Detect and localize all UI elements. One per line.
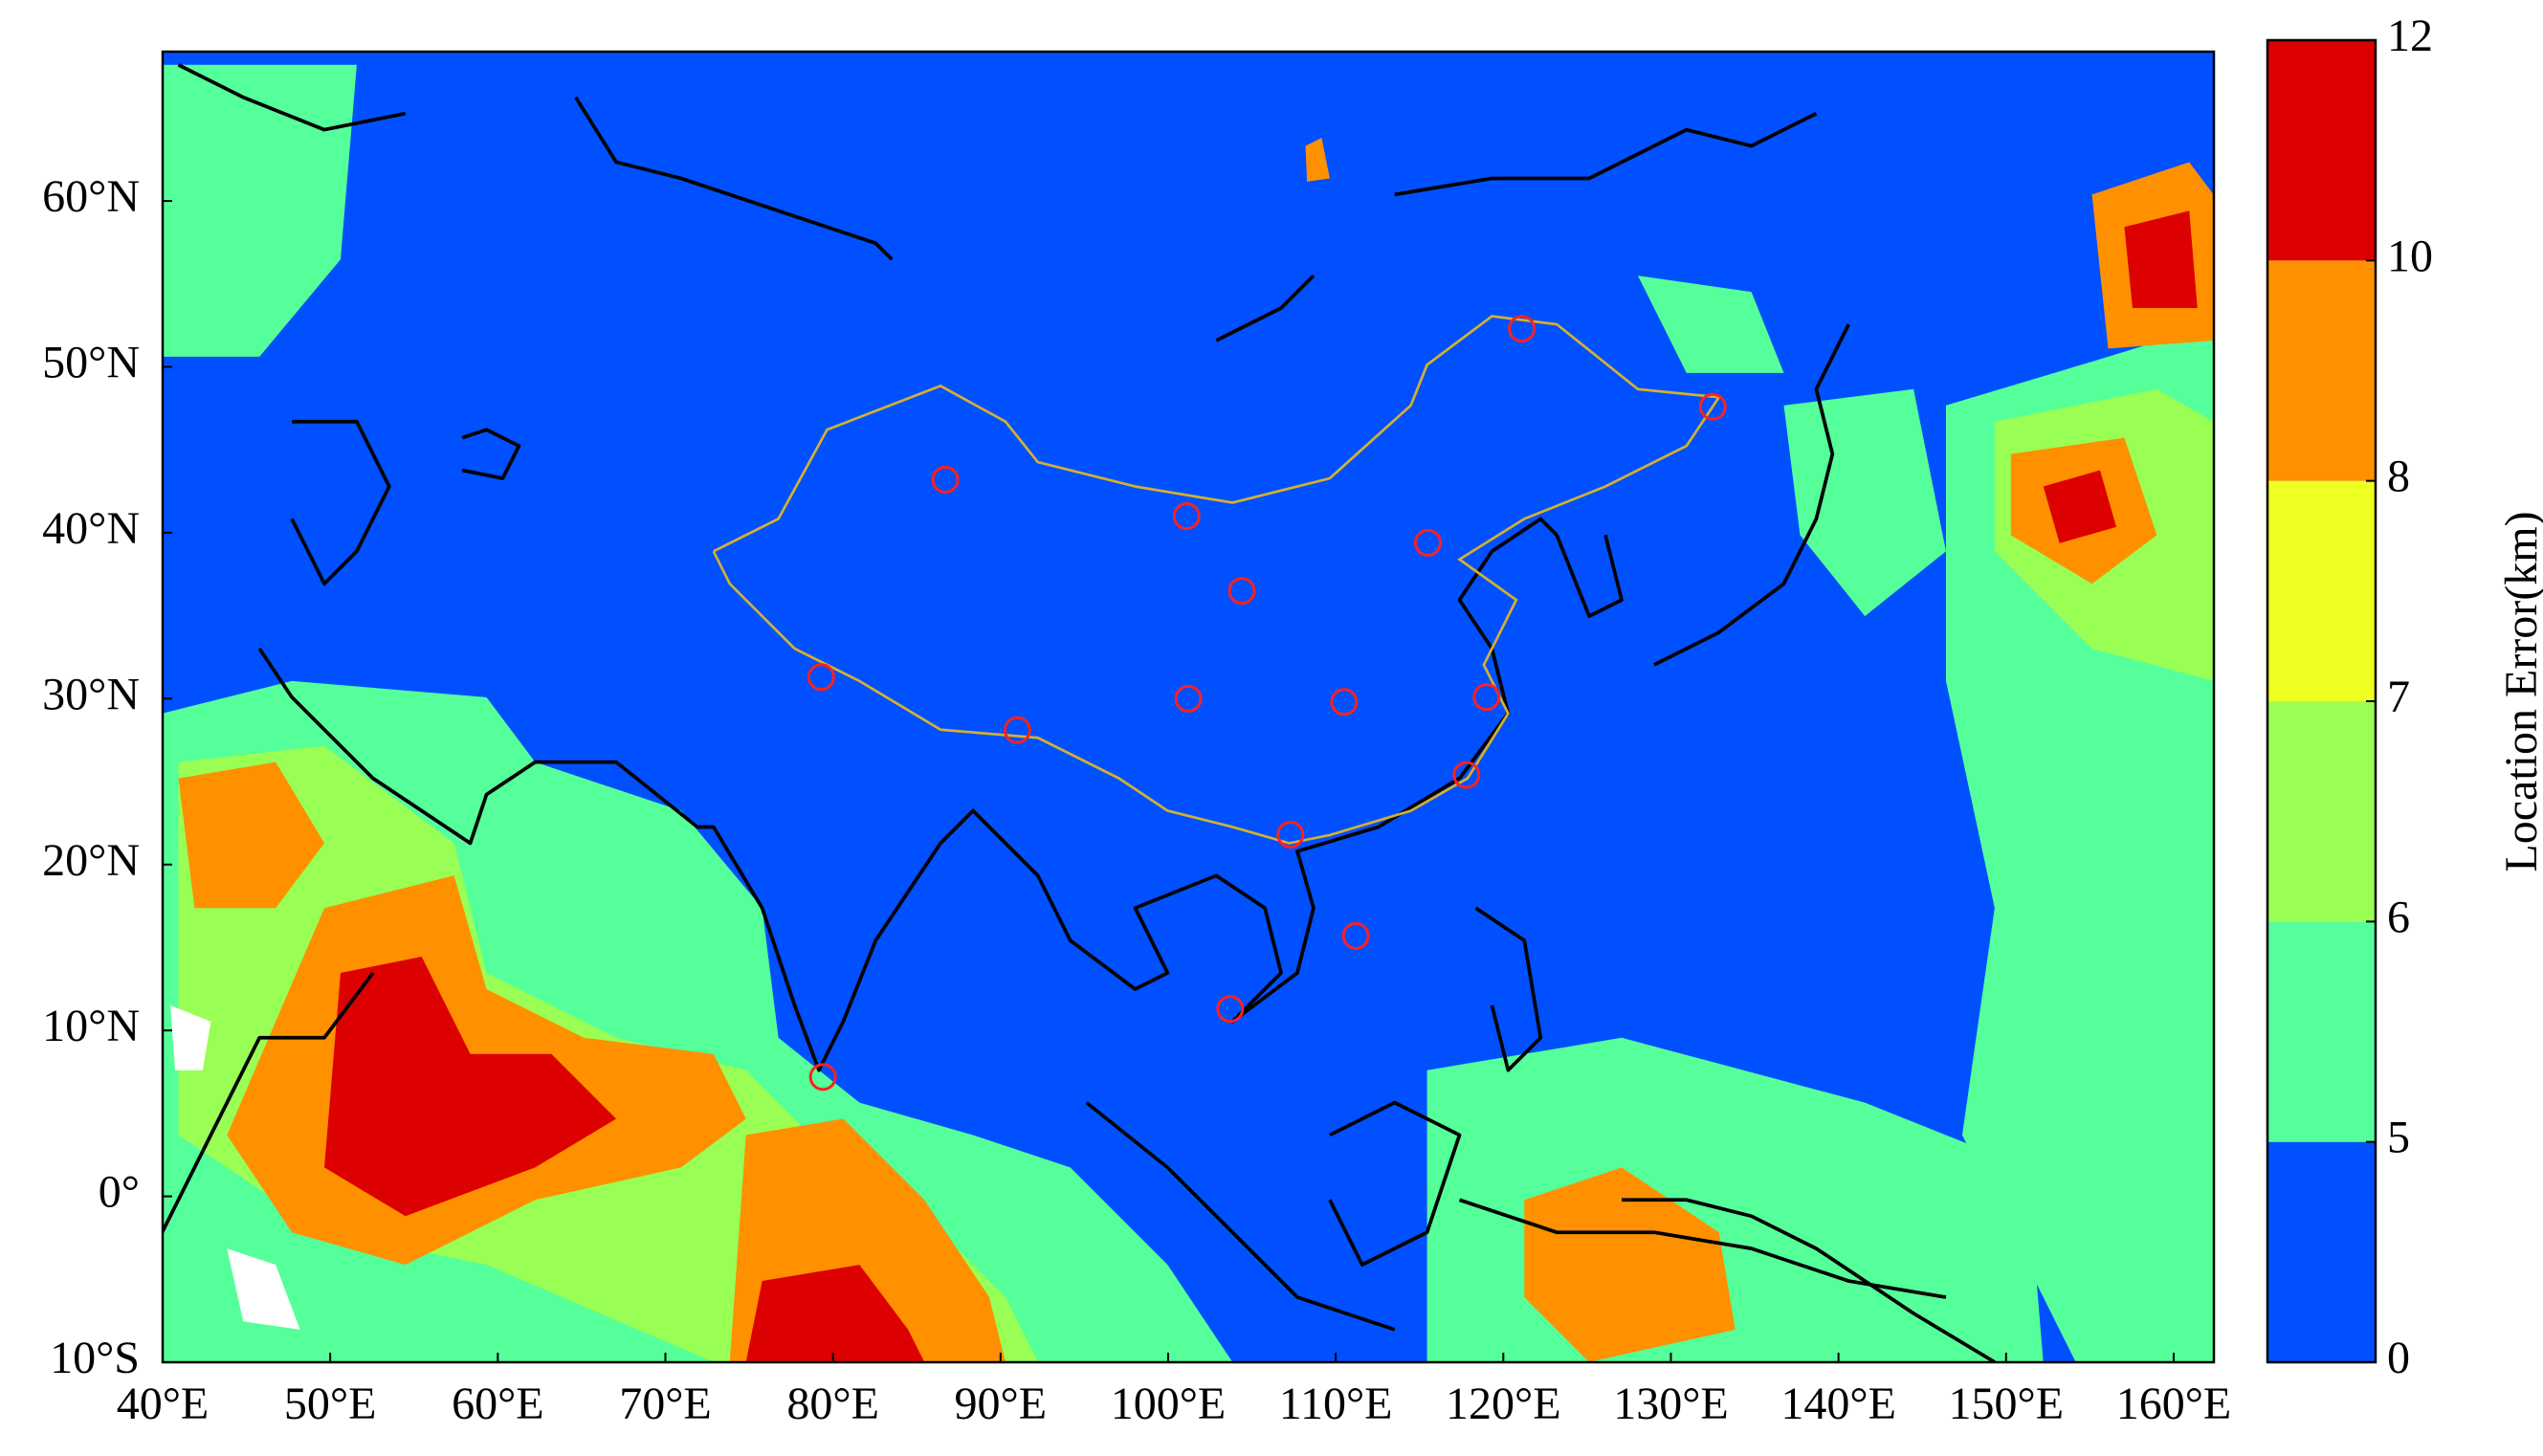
x-tick-label: 70°E [619,1379,712,1429]
colorbar-label: Location Error(km) [2496,511,2543,871]
station [931,465,960,494]
x-tick-label: 110°E [1279,1379,1393,1429]
station [808,1063,837,1092]
station [1472,683,1501,712]
station [1276,821,1305,849]
y-tick-label: 10°S [50,1333,140,1383]
colorbar-tick-label: 0 [2387,1333,2410,1383]
station [1216,995,1245,1024]
colorbar-segment [2267,40,2376,261]
station [1174,684,1203,713]
colorbar-tick-label: 7 [2387,672,2410,722]
colorbar-segment [2267,480,2376,701]
station [1698,392,1727,421]
colorbar-tick-label: 5 [2387,1113,2410,1163]
x-tick-label: 130°E [1613,1379,1729,1429]
station [807,663,835,692]
y-tick-label: 40°N [42,503,140,554]
station [1508,315,1537,343]
station [1452,761,1481,789]
station [1341,921,1370,950]
colorbar-segment [2267,701,2376,922]
station [1227,577,1256,606]
y-tick-label: 20°N [42,835,140,886]
colorbar-tick-label: 8 [2387,452,2410,502]
station [1330,688,1359,717]
x-tick-label: 90°E [955,1379,1048,1429]
x-tick-label: 40°E [117,1379,210,1429]
colorbar-segment [2267,260,2376,481]
x-tick-label: 150°E [1949,1379,2065,1429]
colorbar-segment [2267,921,2376,1142]
x-tick-label: 160°E [2116,1379,2232,1429]
y-tick-label: 30°N [42,669,140,719]
station [1172,502,1201,531]
x-tick-label: 50°E [284,1379,377,1429]
colorbar-tick-label: 12 [2387,11,2433,61]
x-tick-label: 100°E [1111,1379,1227,1429]
x-tick-label: 120°E [1446,1379,1561,1429]
y-tick-label: 0° [99,1167,140,1218]
colorbar-tick-label: 10 [2387,231,2433,281]
x-tick-label: 60°E [452,1379,544,1429]
map-frame [161,50,2216,1364]
y-tick-label: 10°N [42,1001,140,1051]
x-tick-label: 80°E [786,1379,879,1429]
error-field [163,64,2214,1362]
colorbar-segment [2267,1141,2376,1362]
coastlines [163,63,1996,1362]
x-tick-label: 140°E [1780,1379,1896,1429]
station [1413,528,1442,557]
y-tick-label: 50°N [42,338,140,388]
y-tick-label: 60°N [42,171,140,222]
colorbar-tick-label: 6 [2387,892,2410,942]
station [1003,716,1031,744]
